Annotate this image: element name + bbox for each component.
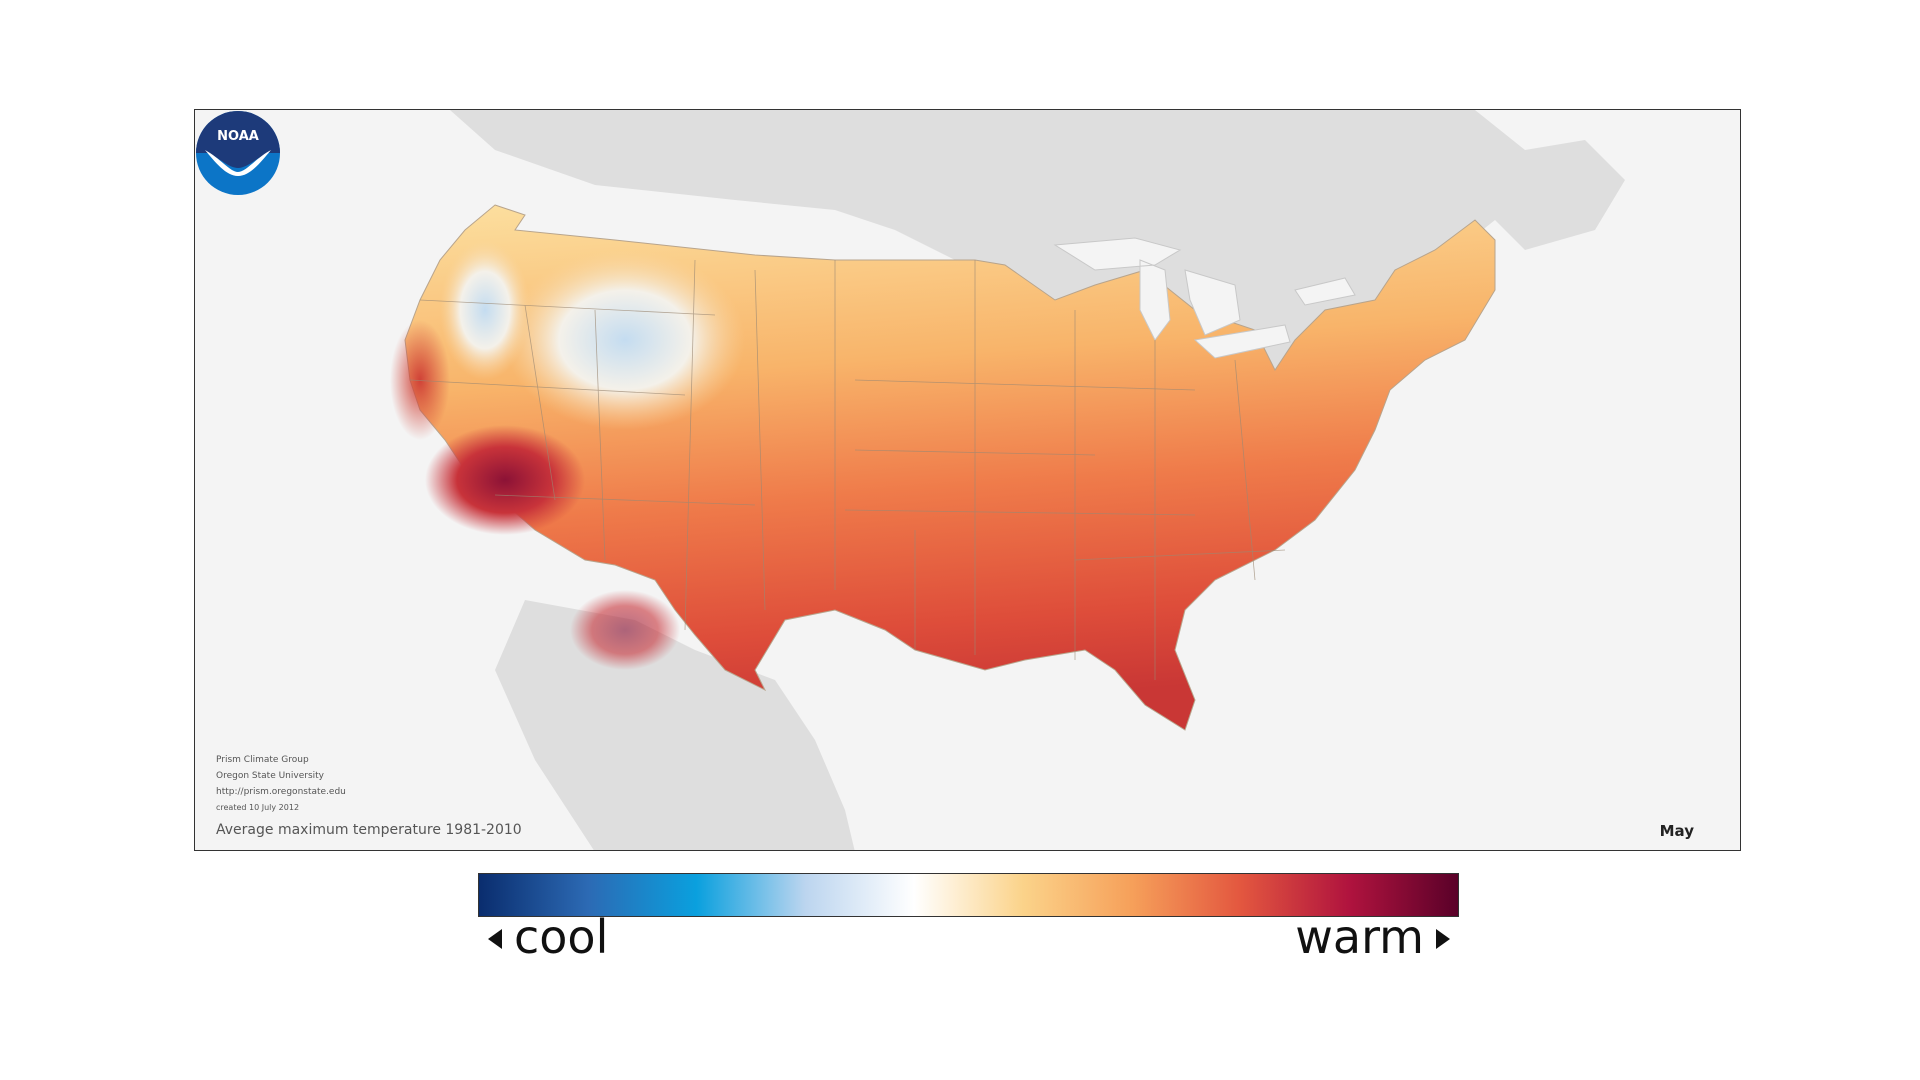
color-legend-bar <box>478 873 1459 917</box>
noaa-logo-icon: NOAA <box>196 111 280 195</box>
map-credits: Prism Climate Group Oregon State Univers… <box>216 752 346 816</box>
arrow-right-icon <box>1436 929 1450 949</box>
legend-warm-label: warm <box>1295 910 1424 964</box>
central-valley-hot-zone <box>390 320 450 440</box>
temperature-map <box>390 110 1625 850</box>
credit-line-3: http://prism.oregonstate.edu <box>216 787 346 797</box>
legend-cool-label: cool <box>514 910 609 964</box>
great-lakes <box>1053 237 1356 359</box>
legend-cool: cool <box>488 910 608 964</box>
credit-line-2: Oregon State University <box>216 771 324 781</box>
credit-line-1: Prism Climate Group <box>216 755 309 765</box>
mexico-land <box>495 600 855 850</box>
month-label: May <box>1659 822 1694 840</box>
rio-grande-hot-zone <box>570 590 680 670</box>
credit-line-4: created 10 July 2012 <box>216 803 300 812</box>
cascades-cool-zone <box>440 240 530 380</box>
state-borders <box>409 259 1286 680</box>
noaa-logo-text: NOAA <box>217 129 259 144</box>
map-caption: Average maximum temperature 1981-2010 <box>216 822 522 838</box>
map-panel: Prism Climate Group Oregon State Univers… <box>194 109 1741 851</box>
desert-hot-zone <box>425 425 585 535</box>
rockies-cool-zone <box>505 250 745 430</box>
legend-warm: warm <box>1295 910 1450 964</box>
arrow-left-icon <box>488 929 502 949</box>
